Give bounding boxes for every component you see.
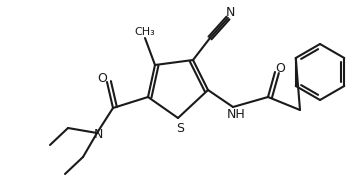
Text: CH₃: CH₃ xyxy=(135,27,155,37)
Text: N: N xyxy=(225,6,235,20)
Text: O: O xyxy=(97,72,107,84)
Text: NH: NH xyxy=(227,108,245,121)
Text: O: O xyxy=(275,63,285,75)
Text: N: N xyxy=(93,129,103,142)
Text: S: S xyxy=(176,121,184,135)
